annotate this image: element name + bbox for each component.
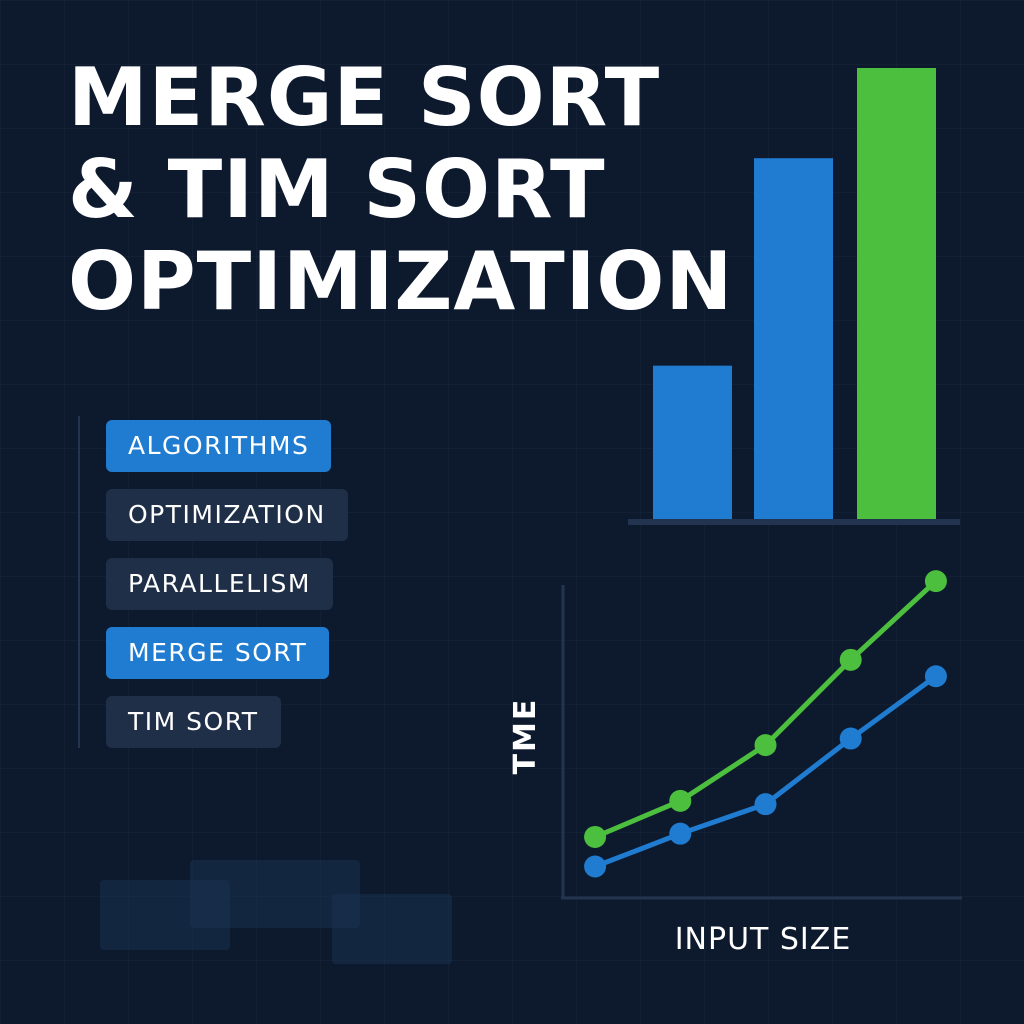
series-2-line: [592, 673, 939, 869]
series-2-point-3: [754, 793, 777, 816]
series-1-point-4: [839, 648, 862, 671]
title-line-1: MERGE SORT: [68, 51, 661, 144]
series-2-point-1: [584, 855, 607, 878]
tag-rail-divider: [78, 416, 80, 748]
bar-1: [653, 365, 732, 519]
page-title: MERGE SORT & TIM SORT OPTIMIZATION: [68, 52, 733, 328]
tag-merge-sort[interactable]: MERGE SORT: [106, 627, 330, 679]
tag-list: ALGORITHMS OPTIMIZATION PARALLELISM MERG…: [106, 420, 348, 765]
bar-2: [754, 158, 833, 519]
title-line-3: OPTIMIZATION: [68, 235, 734, 328]
tag-algorithms[interactable]: ALGORITHMS: [106, 420, 332, 472]
series-1-point-3: [754, 734, 777, 757]
series-2-point-4: [839, 727, 862, 750]
bar-3: [857, 68, 936, 519]
bar-chart-baseline: [628, 519, 960, 525]
decorative-block: [190, 860, 360, 928]
decorative-block: [332, 894, 452, 964]
tag-parallelism[interactable]: PARALLELISM: [106, 558, 333, 610]
title-line-2: & TIM SORT: [68, 143, 606, 236]
series-2-point-5: [924, 665, 947, 688]
y-axis-label: TME: [508, 698, 543, 775]
series-1-point-1: [584, 825, 607, 848]
tag-optimization[interactable]: OPTIMIZATION: [106, 489, 348, 541]
series-1-point-5: [924, 570, 947, 593]
series-1-point-2: [669, 789, 692, 812]
x-axis-label: INPUT SIZE: [675, 922, 852, 957]
tag-tim-sort[interactable]: TIM SORT: [106, 696, 281, 748]
series-2-point-2: [669, 822, 692, 845]
